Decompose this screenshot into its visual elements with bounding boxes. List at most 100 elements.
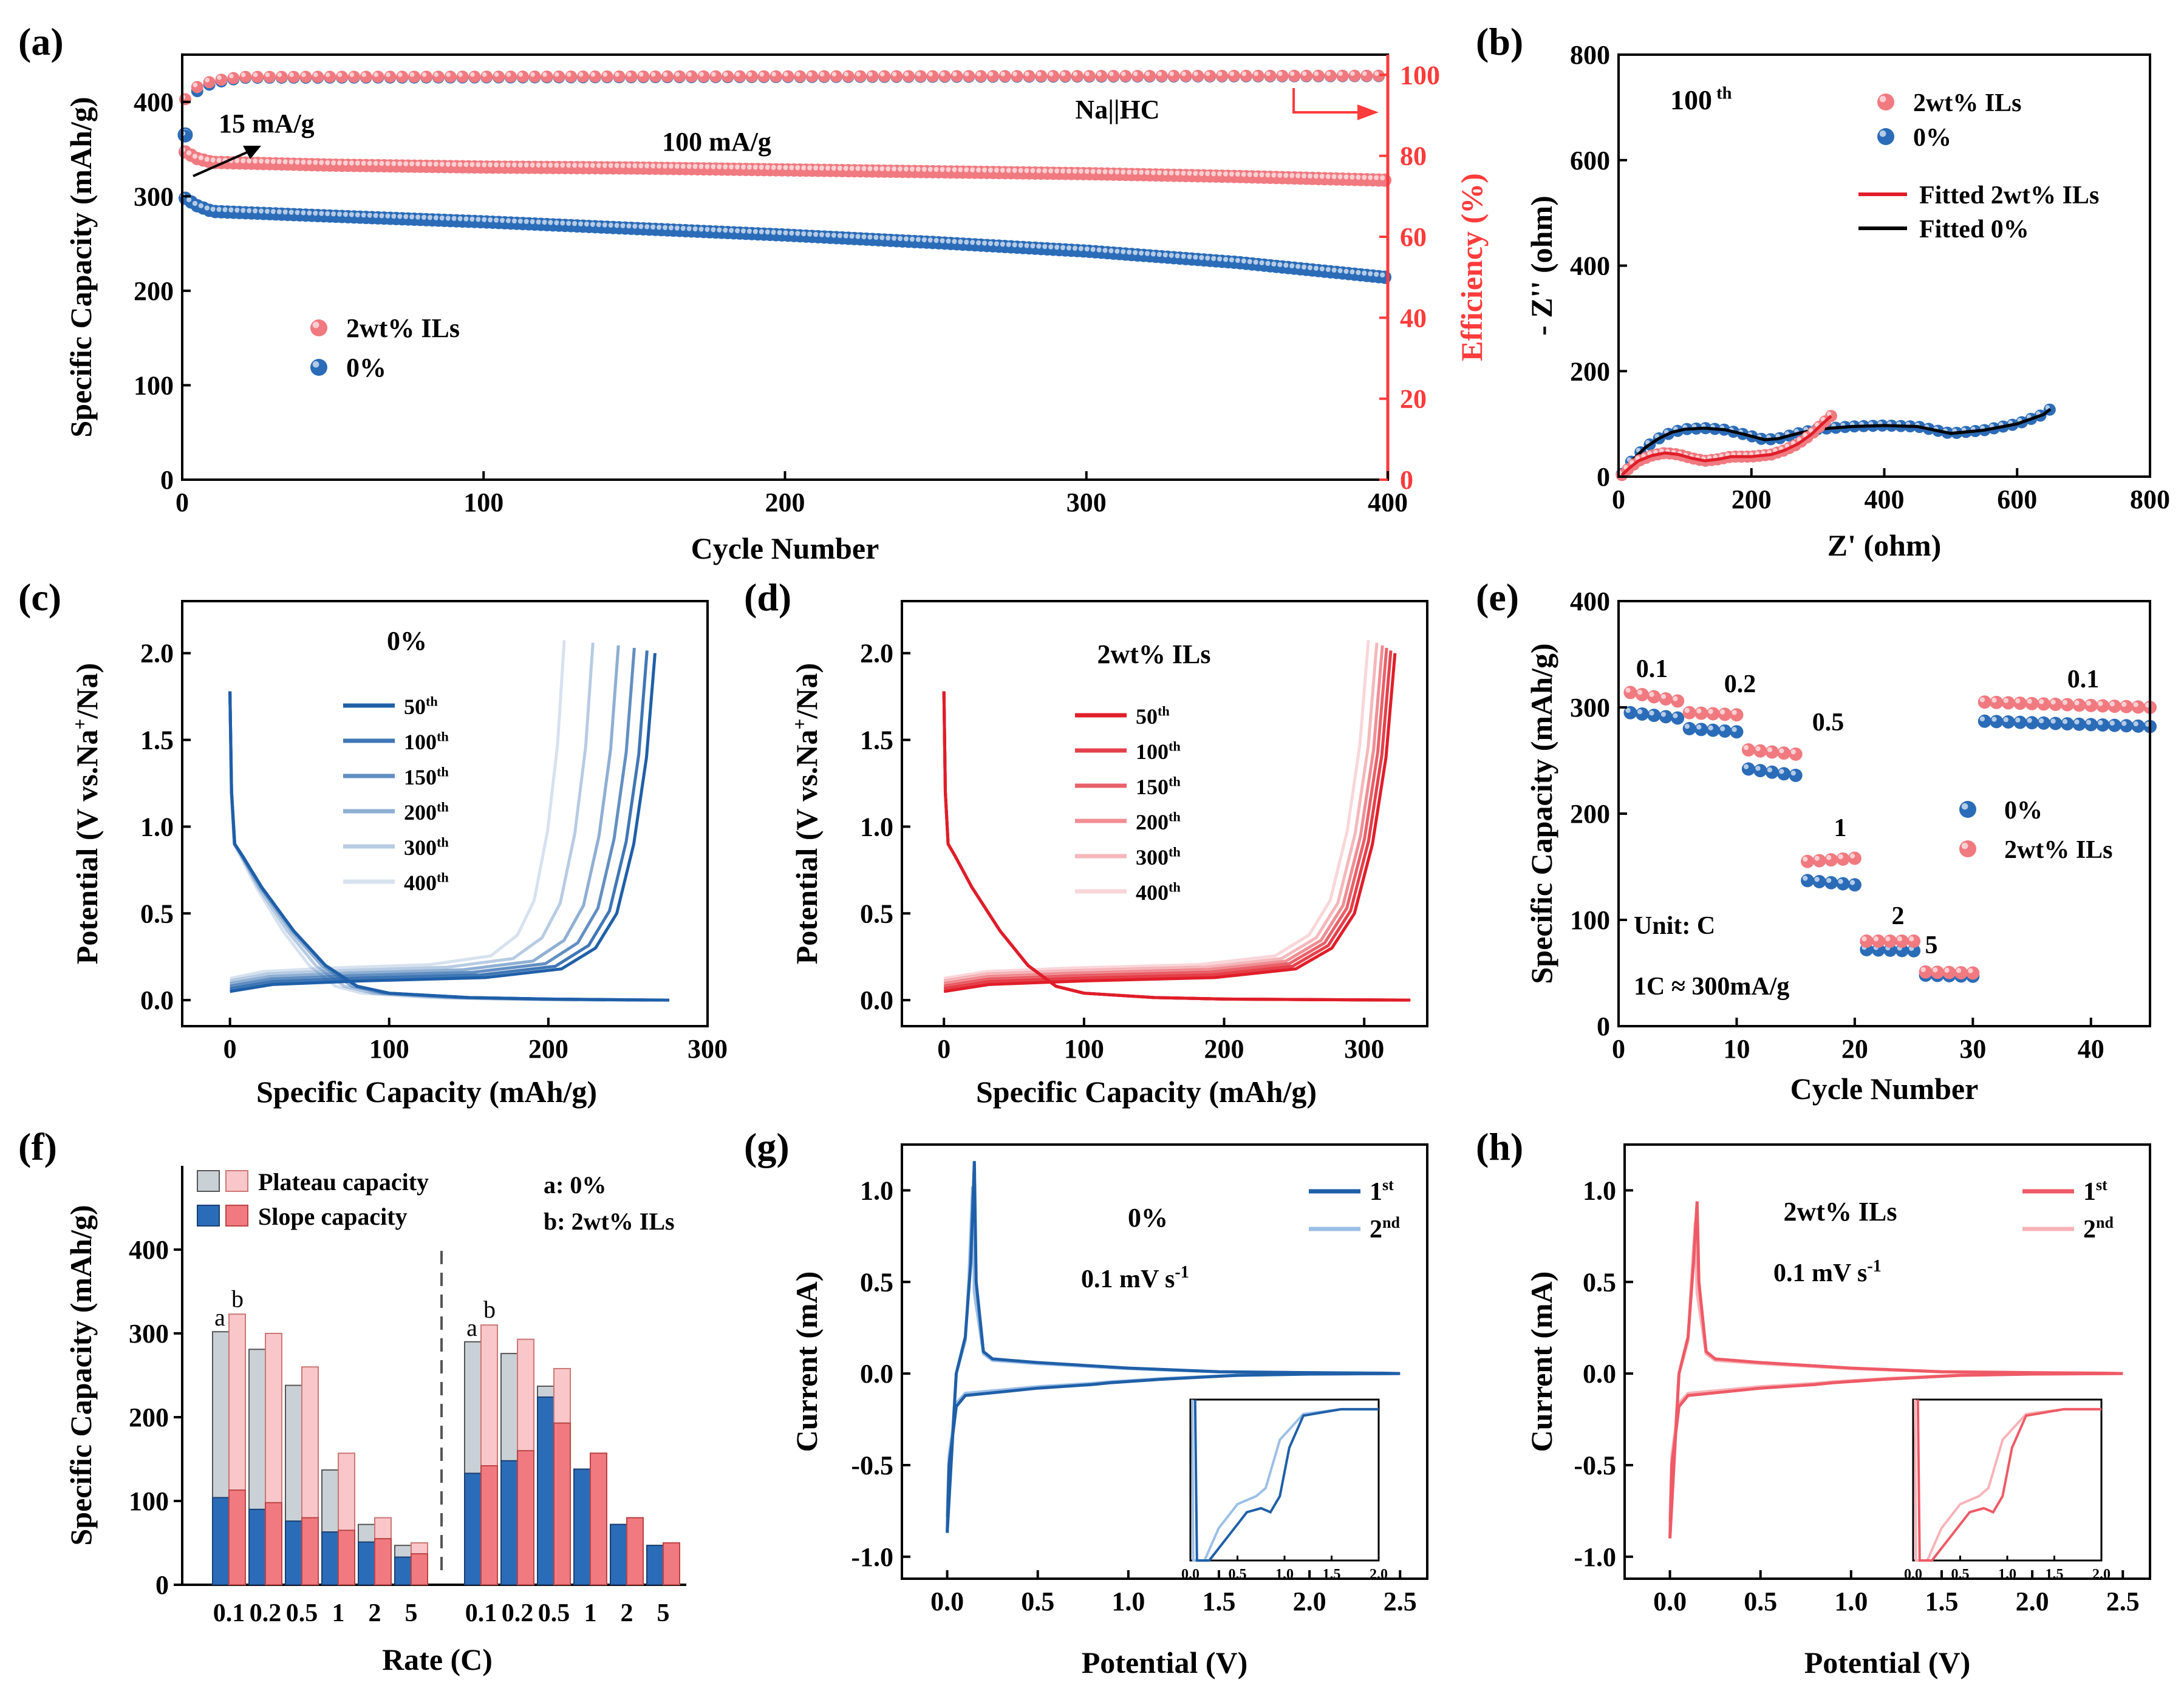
marker-body (1877, 128, 1894, 145)
marker-body (1659, 692, 1673, 706)
marker-highlight (1108, 169, 1114, 175)
marker-highlight (1012, 242, 1017, 248)
marker-highlight (210, 157, 216, 163)
marker-highlight (301, 72, 306, 77)
marker-highlight (2038, 718, 2044, 724)
marker-highlight (1223, 171, 1229, 177)
scan-rate-label: 0.1 mV s-1 (1773, 1257, 1882, 1287)
marker-body (794, 70, 807, 83)
y-axis-title: Potential (V vs.Na+/Na) (788, 663, 824, 964)
marker-body (1647, 709, 1661, 723)
marker-highlight (663, 72, 668, 77)
marker-highlight (620, 223, 626, 228)
marker-highlight (1042, 168, 1048, 174)
marker-highlight (312, 361, 319, 368)
marker-body (1107, 70, 1120, 83)
marker-body (1167, 70, 1180, 83)
data-point-rate-0 (2037, 716, 2050, 730)
marker-highlight (379, 213, 384, 219)
marker-highlight (312, 321, 319, 328)
marker-highlight (1343, 268, 1349, 274)
rate-label: 1 (1834, 814, 1847, 842)
marker-highlight (264, 158, 270, 164)
marker-highlight (1211, 256, 1217, 261)
marker-highlight (909, 166, 915, 172)
data-point-efficiency-ils (360, 70, 372, 83)
marker-body (1789, 769, 1803, 782)
data-point-efficiency-ils (1276, 69, 1289, 82)
marker-body (372, 70, 384, 83)
marker-highlight (964, 239, 969, 245)
marker-body (661, 70, 674, 83)
marker-highlight (361, 72, 367, 77)
data-point-efficiency-ils (975, 70, 988, 83)
data-point-efficiency-ils (1312, 69, 1325, 82)
text-base: 2 (2083, 1216, 2096, 1244)
marker-highlight (735, 164, 740, 170)
legend-label-0: 0% (1913, 124, 1951, 152)
marker-highlight (940, 238, 945, 243)
bar-slope-ils (374, 1538, 392, 1586)
x-axis-title: Cycle Number (1790, 1072, 1979, 1106)
marker-highlight (555, 72, 559, 77)
marker-highlight (680, 225, 686, 231)
marker-body (866, 70, 879, 83)
marker-highlight (746, 165, 752, 170)
marker-highlight (1684, 707, 1690, 713)
marker-highlight (1127, 169, 1132, 175)
data-point-efficiency-ils (528, 70, 541, 83)
x-tick-label: 1.0 (1111, 1587, 1145, 1616)
marker-highlight (241, 72, 246, 77)
marker-highlight (542, 162, 547, 168)
marker-body (2072, 698, 2086, 712)
inset-tick-label: 2.0 (2092, 1567, 2111, 1582)
x-tick-label: 100 (369, 1034, 409, 1064)
data-point-efficiency-ils (420, 70, 432, 83)
marker-highlight (1625, 707, 1631, 713)
marker-body (2013, 696, 2027, 710)
marker-highlight (644, 224, 650, 230)
y-tick-label: 0.0 (860, 985, 893, 1015)
y-tick-label: 100 (1570, 905, 1610, 935)
marker-highlight (819, 232, 825, 237)
bar-slope-ils (228, 1489, 246, 1586)
data-point-efficiency-ils (312, 70, 324, 83)
marker-highlight (915, 166, 921, 172)
marker-highlight (1217, 71, 1223, 77)
discharge-curve (228, 691, 578, 1002)
y-tick-label: 1.0 (860, 812, 893, 842)
data-point-efficiency-ils (697, 70, 710, 83)
marker-highlight (844, 72, 849, 77)
marker-highlight (355, 212, 361, 218)
marker-highlight (536, 219, 541, 225)
marker-body (1300, 69, 1313, 82)
data-point-efficiency-ils (770, 70, 782, 83)
marker-body (2037, 697, 2050, 711)
marker-highlight (476, 217, 481, 222)
marker-highlight (964, 72, 969, 77)
data-point-efficiency-ils (1288, 69, 1301, 82)
marker-body (312, 70, 324, 83)
scan-rate-sup: -1 (1867, 1257, 1881, 1276)
marker-highlight (1295, 264, 1301, 270)
data-point-rate-ils (1635, 688, 1649, 701)
marker-highlight (1271, 172, 1277, 178)
data-point-efficiency-ils (577, 70, 590, 83)
marker-highlight (1956, 968, 1962, 973)
x-tick-label: 5 (405, 1599, 418, 1627)
marker-body (1378, 270, 1392, 284)
y-tick-label: 400 (134, 87, 174, 117)
marker-highlight (602, 163, 608, 168)
marker-highlight (1838, 879, 1843, 884)
marker-highlight (1838, 854, 1843, 860)
marker-highlight (548, 162, 553, 168)
marker-body (504, 70, 517, 83)
data-point-efficiency-ils (745, 70, 758, 83)
marker-highlight (518, 72, 524, 77)
marker-highlight (1991, 716, 1997, 722)
marker-body (950, 70, 963, 83)
marker-highlight (1211, 171, 1217, 177)
marker-highlight (355, 160, 361, 166)
x-tick-label: 30 (1959, 1034, 1986, 1064)
marker-highlight (1090, 247, 1096, 253)
